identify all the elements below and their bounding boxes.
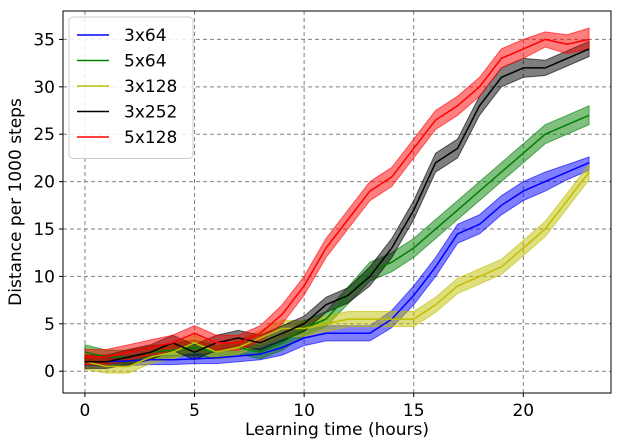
y-axis-label: Distance per 1000 steps [6, 98, 26, 306]
series-line-3x64 [84, 162, 590, 363]
legend: 3x64 5x64 3x128 3x252 5x128 [68, 16, 194, 159]
y-tick-label: 10 [33, 267, 55, 287]
y-tick-label: 35 [33, 30, 55, 50]
x-tick-label: 10 [293, 401, 315, 421]
series-line-5x128 [84, 38, 590, 358]
legend-label: 3x128 [124, 77, 177, 97]
y-tick-label: 25 [33, 125, 55, 145]
axis-ticks: 0 5 10 15 20 0 5 10 15 20 25 30 35 [33, 30, 534, 421]
plot-frame [62, 10, 612, 394]
legend-label: 3x64 [124, 26, 167, 46]
y-tick-label: 0 [44, 362, 55, 382]
y-tick-label: 30 [33, 78, 55, 98]
x-tick-label: 20 [512, 401, 534, 421]
series-line-3x252 [84, 48, 590, 363]
x-tick-label: 5 [189, 401, 200, 421]
y-tick-label: 5 [44, 315, 55, 335]
series-line-3x128 [84, 171, 590, 368]
legend-label: 5x64 [124, 52, 167, 72]
confidence-bands [84, 27, 590, 374]
series-lines [84, 38, 590, 368]
legend-label: 3x252 [124, 103, 177, 123]
y-tick-label: 15 [33, 220, 55, 240]
series-line-5x64 [84, 114, 590, 358]
x-axis-label: Learning time (hours) [245, 420, 429, 440]
legend-box [68, 16, 194, 159]
y-tick-label: 20 [33, 173, 55, 193]
x-tick-label: 0 [80, 401, 91, 421]
legend-label: 5x128 [124, 128, 177, 148]
x-tick-label: 15 [403, 401, 425, 421]
